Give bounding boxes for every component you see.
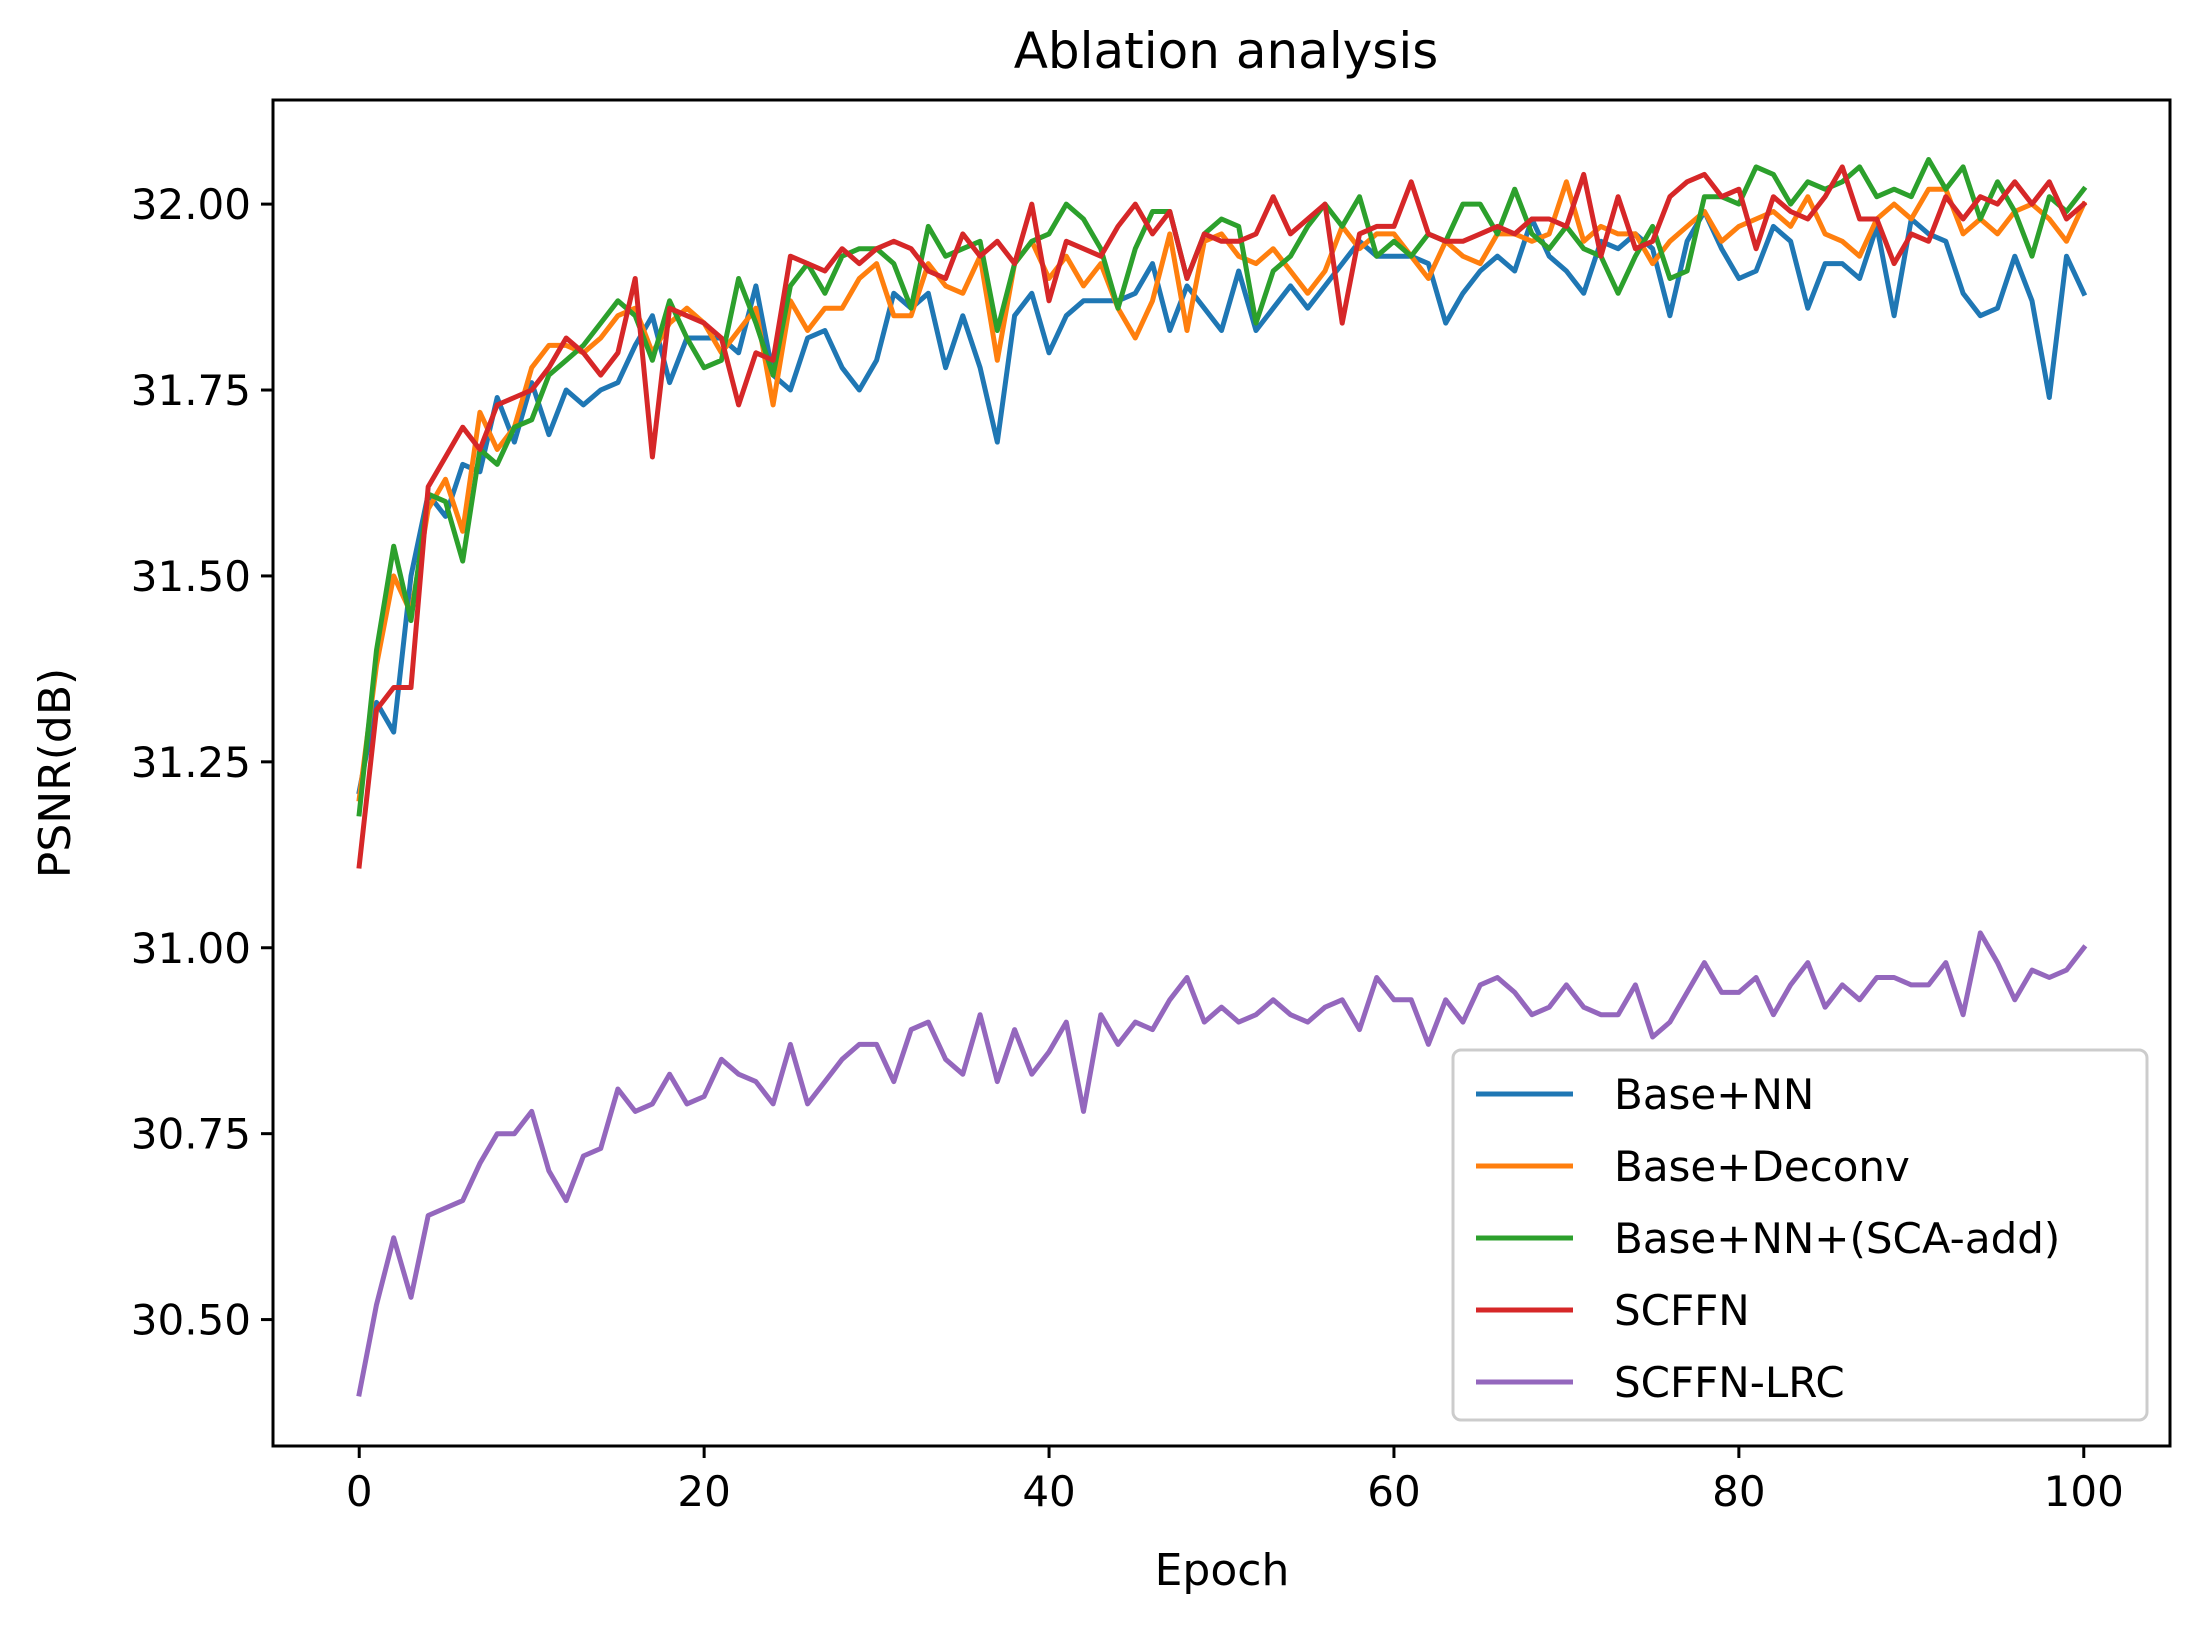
x-tick-label: 60 <box>1367 1467 1420 1516</box>
x-tick-label: 20 <box>677 1467 730 1516</box>
x-tick-label: 40 <box>1022 1467 1075 1516</box>
x-tick-label: 80 <box>1712 1467 1765 1516</box>
chart-title: Ablation analysis <box>1014 22 1439 80</box>
x-axis-label: Epoch <box>1155 1545 1290 1596</box>
plot-area-frame <box>271 98 2172 1448</box>
x-axis: 0 20 40 60 80 100 <box>346 1446 2124 1516</box>
legend: Base+NN Base+Deconv Base+NN+(SCA-add) SCFFN… <box>1451 1048 2149 1422</box>
series-line-4 <box>356 164 2088 869</box>
legend-label: Base+NN <box>1614 1070 1814 1119</box>
y-axis: 30.50 30.75 31.00 31.25 31.50 31.75 32.00 <box>131 180 273 1345</box>
y-axis-label: PSNR(dB) <box>30 668 81 878</box>
y-tick-label: 32.00 <box>131 180 251 229</box>
x-tick-label: 0 <box>346 1467 373 1516</box>
y-tick-label: 31.00 <box>131 924 251 973</box>
series-line-5 <box>356 930 2088 1397</box>
series-line-1 <box>356 209 2088 795</box>
legend-box <box>1451 1048 2149 1422</box>
y-tick-label: 31.75 <box>131 366 251 415</box>
series-line-3 <box>356 157 2088 817</box>
x-tick-label: 100 <box>2044 1467 2124 1516</box>
series-layer <box>356 157 2088 1397</box>
legend-label: SCFFN <box>1614 1286 1750 1335</box>
y-tick-label: 30.50 <box>131 1296 251 1345</box>
legend-label: SCFFN-LRC <box>1614 1358 1845 1407</box>
legend-label: Base+NN+(SCA-add) <box>1614 1214 2060 1263</box>
legend-label: Base+Deconv <box>1614 1142 1910 1191</box>
y-tick-label: 30.75 <box>131 1110 251 1159</box>
y-tick-label: 31.50 <box>131 552 251 601</box>
y-tick-label: 31.25 <box>131 738 251 787</box>
